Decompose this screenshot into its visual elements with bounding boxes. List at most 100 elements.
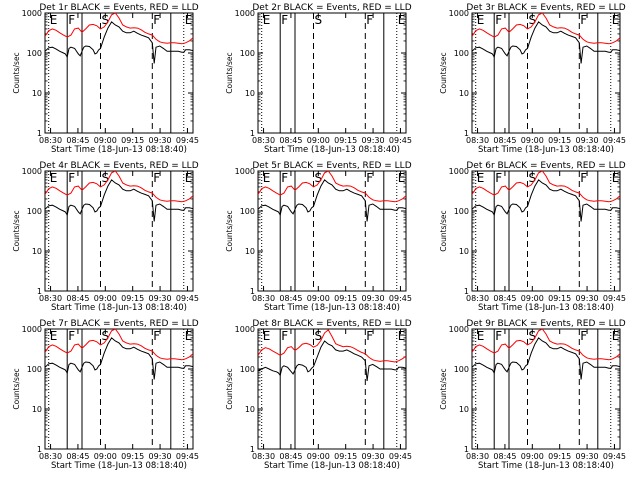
x-tick-label: 08:45 bbox=[493, 136, 516, 145]
x-axis-label: Start Time (18-Jun-13 08:18:40) bbox=[478, 145, 614, 155]
y-axis-label: Counts/sec bbox=[12, 210, 21, 251]
x-tick-label: 09:30 bbox=[362, 452, 385, 461]
segment-marker-label: E bbox=[263, 13, 271, 27]
x-tick-label: 08:45 bbox=[493, 452, 516, 461]
x-tick-label: 08:30 bbox=[466, 136, 489, 145]
y-axis-label: Counts/sec bbox=[12, 52, 21, 93]
y-axis-label: Counts/sec bbox=[439, 368, 448, 409]
events-series-line bbox=[45, 337, 193, 380]
x-tick-label: 08:30 bbox=[252, 294, 275, 303]
segment-marker-label: S bbox=[315, 171, 323, 185]
x-tick-label: 08:30 bbox=[252, 452, 275, 461]
x-tick-label: 09:30 bbox=[576, 136, 599, 145]
segment-marker-label: E bbox=[477, 13, 485, 27]
segment-marker-label: E bbox=[477, 171, 485, 185]
segment-marker-label: S bbox=[529, 171, 537, 185]
x-tick-label: 09:15 bbox=[548, 294, 571, 303]
x-tick-label: 08:45 bbox=[279, 136, 302, 145]
panel-title: Det 8r BLACK = Events, RED = LLD bbox=[252, 319, 411, 329]
segment-marker-label: E bbox=[477, 329, 485, 343]
x-tick-label: 08:30 bbox=[39, 452, 62, 461]
segment-marker-label: E bbox=[263, 171, 271, 185]
x-tick-label: 09:15 bbox=[121, 294, 144, 303]
segment-marker-label: F bbox=[68, 171, 75, 185]
y-tick-label: 10 bbox=[245, 89, 255, 98]
x-axis-label: Start Time (18-Jun-13 08:18:40) bbox=[264, 303, 400, 313]
x-tick-label: 09:15 bbox=[121, 136, 144, 145]
x-tick-label: 09:15 bbox=[334, 136, 357, 145]
y-tick-label: 10 bbox=[32, 247, 42, 256]
x-tick-label: 09:00 bbox=[94, 452, 117, 461]
segment-marker-label: E bbox=[50, 13, 58, 27]
y-axis-label: Counts/sec bbox=[225, 52, 234, 93]
x-tick-label: 09:00 bbox=[307, 136, 330, 145]
x-tick-label: 09:30 bbox=[362, 136, 385, 145]
x-tick-label: 09:45 bbox=[176, 294, 199, 303]
segment-marker-label: F bbox=[366, 13, 373, 27]
y-tick-label: 100 bbox=[454, 207, 469, 216]
segment-marker-label: E bbox=[185, 13, 193, 27]
plot-frame bbox=[471, 12, 621, 134]
panel-det-4r: Det 4r BLACK = Events, RED = LLD 1 10 100 10… bbox=[12, 161, 199, 313]
lld-series-line bbox=[472, 171, 620, 203]
panel-det-8r: Det 8r BLACK = Events, RED = LLD 1 10 100 10… bbox=[225, 319, 412, 471]
segment-marker-label: E bbox=[398, 329, 406, 343]
lld-series-line bbox=[258, 329, 406, 363]
segment-marker-label: E bbox=[263, 329, 271, 343]
segment-marker-label: E bbox=[612, 329, 620, 343]
events-series-line bbox=[472, 21, 620, 64]
x-tick-label: 08:45 bbox=[66, 294, 89, 303]
x-tick-label: 09:00 bbox=[94, 136, 117, 145]
y-tick-label: 10 bbox=[32, 405, 42, 414]
segment-marker-label: F bbox=[495, 13, 502, 27]
y-tick-label: 1000 bbox=[449, 167, 469, 176]
lld-series-line bbox=[472, 329, 620, 361]
y-tick-label: 10 bbox=[245, 405, 255, 414]
x-tick-label: 09:15 bbox=[334, 294, 357, 303]
y-tick-label: 1 bbox=[37, 287, 42, 296]
events-series-line bbox=[258, 179, 406, 222]
x-tick-label: 09:30 bbox=[576, 452, 599, 461]
x-axis-label: Start Time (18-Jun-13 08:18:40) bbox=[478, 303, 614, 313]
panel-title: Det 1r BLACK = Events, RED = LLD bbox=[39, 3, 198, 13]
x-tick-label: 08:30 bbox=[39, 136, 62, 145]
panel-det-6r: Det 6r BLACK = Events, RED = LLD 1 10 100 10… bbox=[439, 161, 626, 313]
panel-det-1r: Det 1r BLACK = Events, RED = LLD 1 10 100 10… bbox=[12, 3, 199, 155]
y-tick-label: 10 bbox=[459, 405, 469, 414]
segment-marker-label: E bbox=[398, 13, 406, 27]
plot-frame bbox=[257, 170, 407, 292]
events-series-line bbox=[472, 337, 620, 380]
panel-title: Det 2r BLACK = Events, RED = LLD bbox=[252, 3, 411, 13]
events-series-line bbox=[45, 179, 193, 222]
plot-frame bbox=[471, 170, 621, 292]
y-axis-label: Counts/sec bbox=[439, 210, 448, 251]
panel-title: Det 7r BLACK = Events, RED = LLD bbox=[39, 319, 198, 329]
y-axis-label: Counts/sec bbox=[225, 210, 234, 251]
plot-frame bbox=[257, 12, 407, 134]
x-tick-label: 09:00 bbox=[307, 294, 330, 303]
y-tick-label: 100 bbox=[27, 207, 42, 216]
y-tick-label: 1000 bbox=[449, 325, 469, 334]
plot-frame bbox=[44, 170, 194, 292]
y-axis-label: Counts/sec bbox=[439, 52, 448, 93]
segment-marker-label: E bbox=[612, 13, 620, 27]
y-tick-label: 1 bbox=[37, 129, 42, 138]
segment-marker-label: F bbox=[281, 329, 288, 343]
segment-marker-label: E bbox=[612, 171, 620, 185]
x-tick-label: 09:45 bbox=[389, 294, 412, 303]
plot-frame bbox=[44, 328, 194, 450]
x-tick-label: 09:30 bbox=[149, 452, 172, 461]
y-tick-label: 1 bbox=[464, 287, 469, 296]
segment-marker-label: F bbox=[495, 329, 502, 343]
x-tick-label: 08:45 bbox=[279, 294, 302, 303]
x-axis-label: Start Time (18-Jun-13 08:18:40) bbox=[264, 145, 400, 155]
panel-title: Det 9r BLACK = Events, RED = LLD bbox=[466, 319, 625, 329]
segment-marker-label: E bbox=[185, 329, 193, 343]
x-tick-label: 08:30 bbox=[466, 452, 489, 461]
segment-marker-label: F bbox=[580, 329, 587, 343]
panel-det-3r: Det 3r BLACK = Events, RED = LLD 1 10 100 10… bbox=[439, 3, 626, 155]
segment-marker-label: S bbox=[102, 13, 110, 27]
y-tick-label: 10 bbox=[245, 247, 255, 256]
y-tick-label: 100 bbox=[454, 49, 469, 58]
y-tick-label: 1 bbox=[464, 129, 469, 138]
